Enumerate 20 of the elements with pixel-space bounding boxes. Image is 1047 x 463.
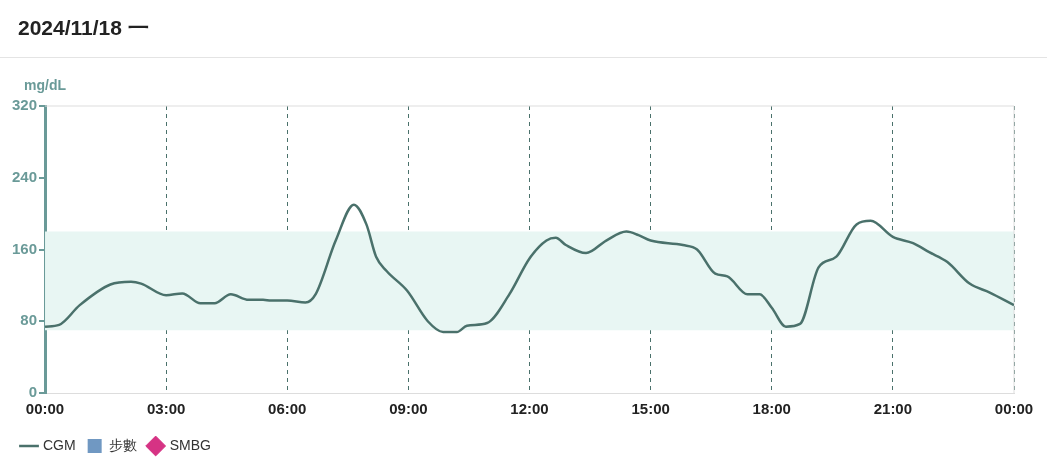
- line-series: [45, 203, 1014, 334]
- y-tick-label: 240: [12, 167, 38, 185]
- x-tick-label: 03:00: [146, 400, 186, 418]
- x-tick-label: 09:00: [389, 400, 428, 418]
- y-tick-label: 160: [12, 239, 38, 257]
- y-tick-label: 320: [12, 96, 38, 114]
- x-tick-label: 21:00: [873, 400, 913, 418]
- x-tick-label: 00:00: [25, 400, 65, 418]
- legend-label: CGM: [43, 436, 76, 453]
- y-tick-label: 0: [28, 383, 38, 401]
- y-axis-title: mg/dL: [24, 76, 67, 93]
- legend-label: 步數: [108, 436, 137, 453]
- chart-title: 2024/11/18 一: [0, 0, 1047, 58]
- y-tick-label: 80: [20, 311, 38, 329]
- x-tick-label: 06:00: [268, 400, 307, 418]
- legend-label: SMBG: [169, 436, 211, 453]
- x-tick-label: 12:00: [510, 400, 549, 418]
- x-tick-label: 18:00: [752, 400, 791, 418]
- x-tick-label: 00:00: [994, 400, 1034, 418]
- x-tick-label: 15:00: [631, 400, 670, 418]
